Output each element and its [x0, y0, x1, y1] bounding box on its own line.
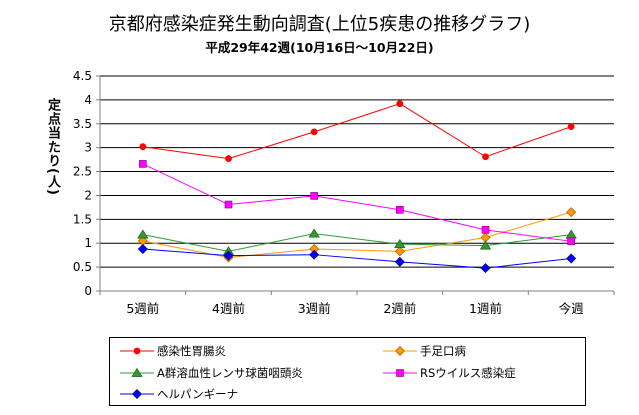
data-point — [396, 100, 404, 108]
y-tick-label: 1.5 — [73, 212, 92, 226]
data-point — [566, 253, 577, 264]
y-tick-label: 4.5 — [73, 69, 92, 83]
series-0 — [139, 100, 575, 163]
legend-swatch — [120, 389, 154, 399]
legend-label: A群溶血性レンサ球菌咽頭炎 — [157, 366, 303, 380]
legend-marker — [133, 347, 141, 355]
x-tick-label: 3週前 — [298, 301, 331, 316]
y-tick-label: 3 — [84, 141, 92, 155]
data-point — [394, 239, 406, 249]
legend-marker — [395, 346, 405, 356]
legend-swatch — [383, 369, 417, 377]
x-tick-label: 今週 — [559, 301, 585, 316]
series-line — [142, 103, 572, 160]
chart-title: 京都府感染症発生動向調査(上位5疾患の推移グラフ) — [108, 14, 531, 35]
data-point — [396, 205, 404, 214]
data-point — [479, 240, 492, 250]
y-tick-label: 0.5 — [73, 260, 92, 274]
legend-label: 感染性胃腸炎 — [157, 344, 226, 358]
data-point — [309, 249, 320, 260]
y-tick-label: 2.5 — [73, 165, 92, 179]
data-point — [310, 192, 318, 200]
x-tick-label: 1週前 — [469, 301, 502, 316]
series-line — [142, 248, 572, 269]
series-line — [142, 163, 572, 242]
legend-item: 感染性胃腸炎 — [120, 343, 226, 359]
data-point — [223, 250, 234, 261]
legend-item: 手足口病 — [383, 343, 466, 359]
data-point — [139, 160, 147, 168]
data-point — [565, 229, 577, 239]
y-tick-label: 3.5 — [73, 117, 92, 131]
data-point — [394, 246, 405, 257]
legend-swatch — [120, 368, 154, 377]
legend-item: RSウイルス感染症 — [383, 365, 516, 381]
data-point — [480, 263, 491, 274]
chart-legend: 感染性胃腸炎 手足口病 A群溶血性レンサ球菌咽頭炎 RSウイルス感染症ヘルパンギーナ — [109, 337, 586, 406]
series-line — [142, 233, 572, 252]
data-point — [566, 207, 577, 218]
x-tick-label: 4週前 — [212, 301, 245, 316]
legend-swatch — [383, 346, 417, 356]
y-axis-label: 定点当たり(人) — [45, 98, 60, 196]
data-point — [225, 155, 232, 163]
data-point — [310, 128, 318, 136]
legend-marker — [132, 389, 142, 399]
legend-marker — [396, 369, 404, 377]
series-3 — [139, 160, 575, 246]
data-point — [137, 243, 148, 254]
legend-item: A群溶血性レンサ球菌咽頭炎 — [120, 365, 303, 381]
series-2 — [137, 228, 577, 256]
data-point — [224, 200, 233, 209]
series-4 — [137, 243, 577, 274]
x-tick-label: 2週前 — [383, 301, 416, 316]
data-point — [139, 143, 147, 151]
legend-marker — [131, 368, 143, 377]
legend-label: 手足口病 — [420, 344, 466, 358]
legend-label: RSウイルス感染症 — [420, 366, 516, 380]
y-tick-label: 1 — [84, 236, 92, 250]
x-tick-label: 5週前 — [126, 301, 159, 316]
data-point — [567, 237, 575, 246]
data-point — [308, 228, 320, 238]
y-tick-label: 2 — [84, 188, 92, 202]
data-point — [482, 153, 489, 161]
data-point — [137, 229, 149, 239]
data-point — [481, 226, 490, 234]
data-point — [567, 123, 575, 131]
legend-swatch — [120, 347, 154, 355]
y-tick-label: 0 — [84, 284, 92, 298]
legend-label: ヘルパンギーナ — [157, 387, 239, 401]
chart-subtitle: 平成29年42週(10月16日～10月22日) — [205, 40, 434, 55]
legend-item: ヘルパンギーナ — [120, 386, 238, 402]
line-chart: 0 0.5 1 1.5 2 2.5 3 3.5 4 4.5 5週前 4週前 3週前 2週前 1週前 今週 — [73, 69, 615, 316]
data-point — [394, 256, 405, 267]
y-tick-label: 4 — [84, 93, 92, 107]
